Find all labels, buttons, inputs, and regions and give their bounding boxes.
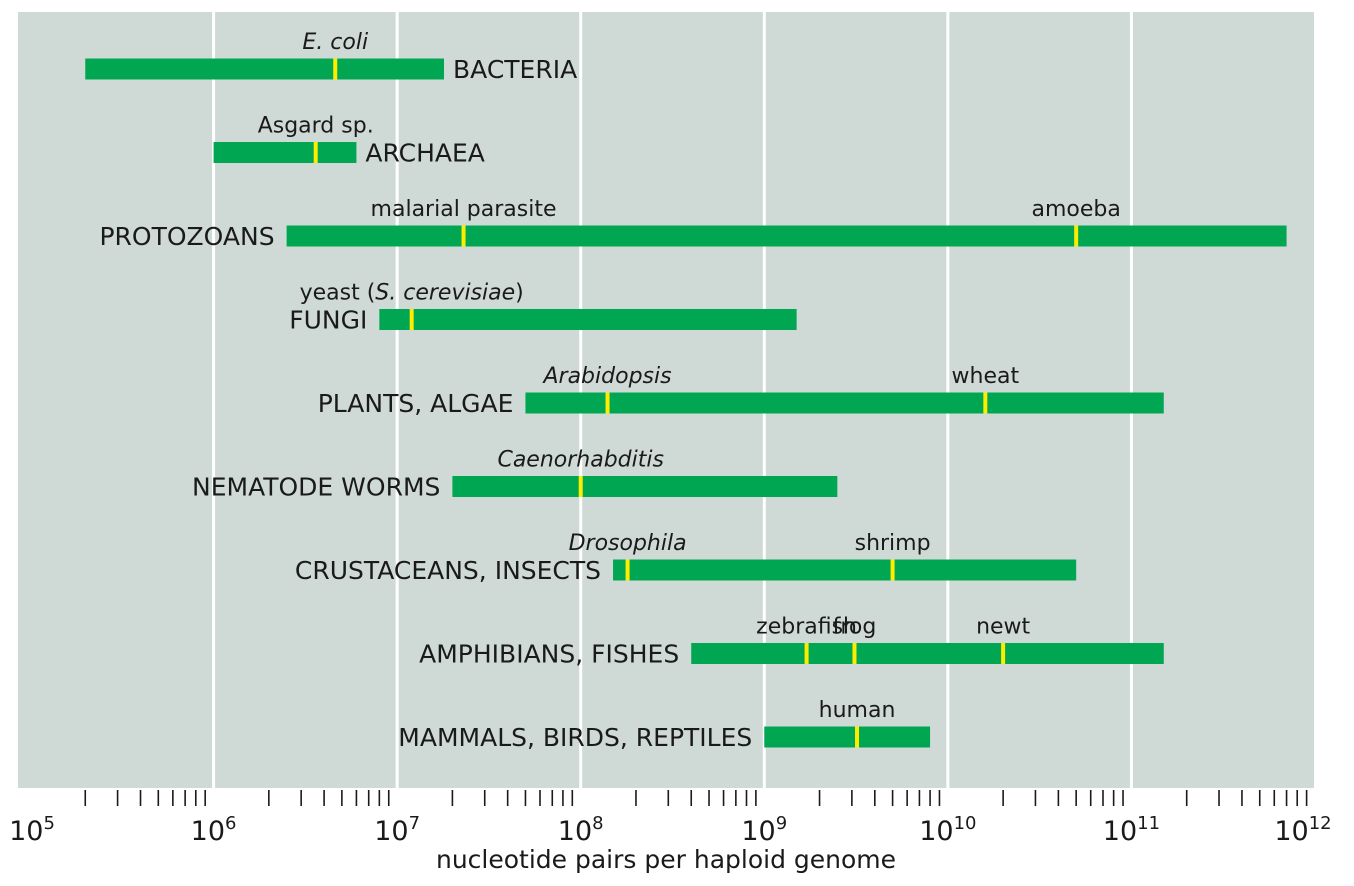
species-label: zebrafish [756, 615, 857, 640]
species-label: yeast (S. cerevisiae) [300, 281, 524, 306]
tick-label-1e10: 1010 [919, 813, 976, 847]
tick-label-1e11: 1011 [1103, 813, 1160, 847]
tick-label-exponent: 8 [592, 813, 603, 834]
range-bar [613, 559, 1077, 581]
range-bar [452, 476, 838, 497]
species-marker [804, 643, 809, 664]
tick-label-1e5: 105 [9, 813, 55, 847]
x-axis-ticks [84, 790, 1308, 806]
group-label: BACTERIA [453, 55, 577, 84]
range-bar [286, 225, 1287, 247]
tick-label-exponent: 5 [43, 813, 54, 834]
species-label: human [819, 698, 896, 723]
species-label: newt [976, 615, 1030, 640]
species-marker [461, 225, 466, 247]
species-marker [625, 559, 630, 581]
species-marker [1074, 225, 1079, 247]
range-bar [213, 142, 357, 163]
species-marker [983, 392, 988, 414]
species-label: amoeba [1031, 197, 1120, 222]
species-marker [605, 392, 610, 414]
tick-label-base: 10 [1274, 816, 1308, 847]
species-marker [890, 559, 895, 581]
tick-label-1e9: 109 [741, 813, 787, 847]
tick-label-base: 10 [741, 816, 775, 847]
group-mammals-birds-reptiles: MAMMALS, BIRDS, REPTILES human [398, 698, 931, 752]
group-label: ARCHAEA [365, 139, 484, 168]
species-label-part: yeast ( [300, 281, 376, 306]
tick-label-base: 10 [919, 816, 953, 847]
tick-label-exponent: 9 [776, 813, 787, 834]
species-marker [313, 142, 318, 163]
tick-label-1e8: 108 [558, 813, 604, 847]
group-label: AMPHIBIANS, FISHES [419, 640, 679, 669]
group-protozoans: PROTOZOANS malarial parasite amoeba [99, 197, 1287, 251]
tick-label-1e6: 106 [191, 813, 237, 847]
group-nematode-worms: NEMATODE WORMS Caenorhabditis [192, 448, 838, 502]
species-marker [409, 309, 414, 330]
species-marker [855, 726, 860, 748]
group-label: NEMATODE WORMS [192, 473, 440, 502]
species-label: frog [833, 615, 877, 640]
range-bar [85, 58, 445, 80]
group-label: FUNGI [289, 306, 367, 335]
x-axis-label: nucleotide pairs per haploid genome [436, 845, 896, 874]
species-label: Asgard sp. [258, 114, 374, 139]
species-marker [1001, 643, 1006, 664]
tick-label-base: 10 [9, 816, 43, 847]
species-label: Arabidopsis [541, 364, 671, 389]
species-label: shrimp [855, 531, 931, 556]
tick-label-1e7: 107 [374, 813, 420, 847]
species-label: wheat [952, 364, 1020, 389]
group-label: PLANTS, ALGAE [318, 389, 514, 418]
tick-label-exponent: 10 [954, 813, 977, 834]
group-label: PROTOZOANS [99, 222, 274, 251]
tick-label-exponent: 6 [225, 813, 236, 834]
species-label: E. coli [302, 30, 368, 55]
species-label-part: ) [515, 281, 524, 306]
tick-label-base: 10 [558, 816, 592, 847]
range-bar [691, 643, 1164, 664]
tick-label-exponent: 11 [1137, 813, 1160, 834]
tick-label-base: 10 [374, 816, 408, 847]
species-label-part: S. cerevisiae [375, 281, 515, 306]
species-label: Drosophila [569, 531, 687, 556]
x-axis-tick-labels: 105 106 107 108 109 1010 1011 1012 [9, 813, 1332, 847]
tick-label-base: 10 [191, 816, 225, 847]
range-bar [525, 392, 1164, 414]
range-bar [379, 309, 797, 330]
tick-label-exponent: 12 [1309, 813, 1332, 834]
tick-label-base: 10 [1103, 816, 1137, 847]
species-marker [578, 476, 583, 497]
species-marker [852, 643, 857, 664]
group-bacteria: BACTERIA E. coli [85, 30, 577, 84]
group-label: CRUSTACEANS, INSECTS [295, 556, 601, 585]
species-label: Caenorhabditis [497, 448, 664, 473]
range-bar [764, 726, 931, 748]
species-marker [333, 58, 338, 80]
group-label: MAMMALS, BIRDS, REPTILES [398, 723, 752, 752]
tick-label-exponent: 7 [409, 813, 420, 834]
group-plants-algae: PLANTS, ALGAE Arabidopsis wheat [318, 364, 1164, 418]
tick-label-1e12: 1012 [1274, 813, 1331, 847]
species-label: malarial parasite [371, 197, 557, 222]
